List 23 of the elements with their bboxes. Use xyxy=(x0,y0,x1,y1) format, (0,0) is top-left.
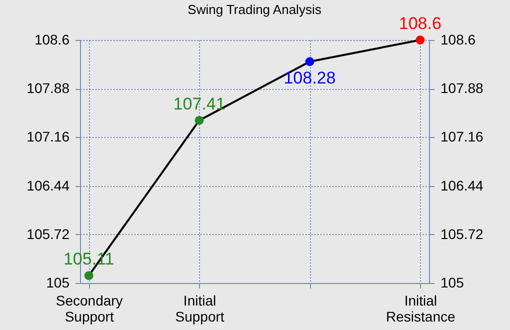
y-tick-label: 105.72 xyxy=(26,226,70,242)
y2-tick-label: 107.16 xyxy=(440,128,484,145)
data-label: 108.6 xyxy=(398,14,442,33)
y-tick-label: 106.44 xyxy=(26,177,70,194)
y-tick-label: 107.16 xyxy=(26,128,70,145)
x-tick-label: Secondary Support xyxy=(56,292,123,324)
data-label: 107.41 xyxy=(173,94,226,114)
y2-tick-label: 108.6 xyxy=(440,32,476,48)
y-tick-label: 107.88 xyxy=(26,80,70,96)
point xyxy=(416,36,425,44)
y2-tick-label: 107.88 xyxy=(440,80,484,96)
y2-tick-label: 106.44 xyxy=(440,177,484,194)
y2-tick-label: 105 xyxy=(440,274,464,290)
x-tick-label: Initial Resistance xyxy=(386,292,456,324)
chart-title: Swing Trading Analysis xyxy=(188,2,322,17)
x-tick-label: Initial Support xyxy=(175,292,224,324)
y-tick-label: 105 xyxy=(46,274,70,290)
point xyxy=(194,116,204,125)
point xyxy=(84,271,94,280)
point xyxy=(305,57,314,66)
data-label: 108.28 xyxy=(284,68,336,88)
y-tick-label: 108.6 xyxy=(34,32,70,48)
y2-tick-label: 105.72 xyxy=(440,226,484,242)
